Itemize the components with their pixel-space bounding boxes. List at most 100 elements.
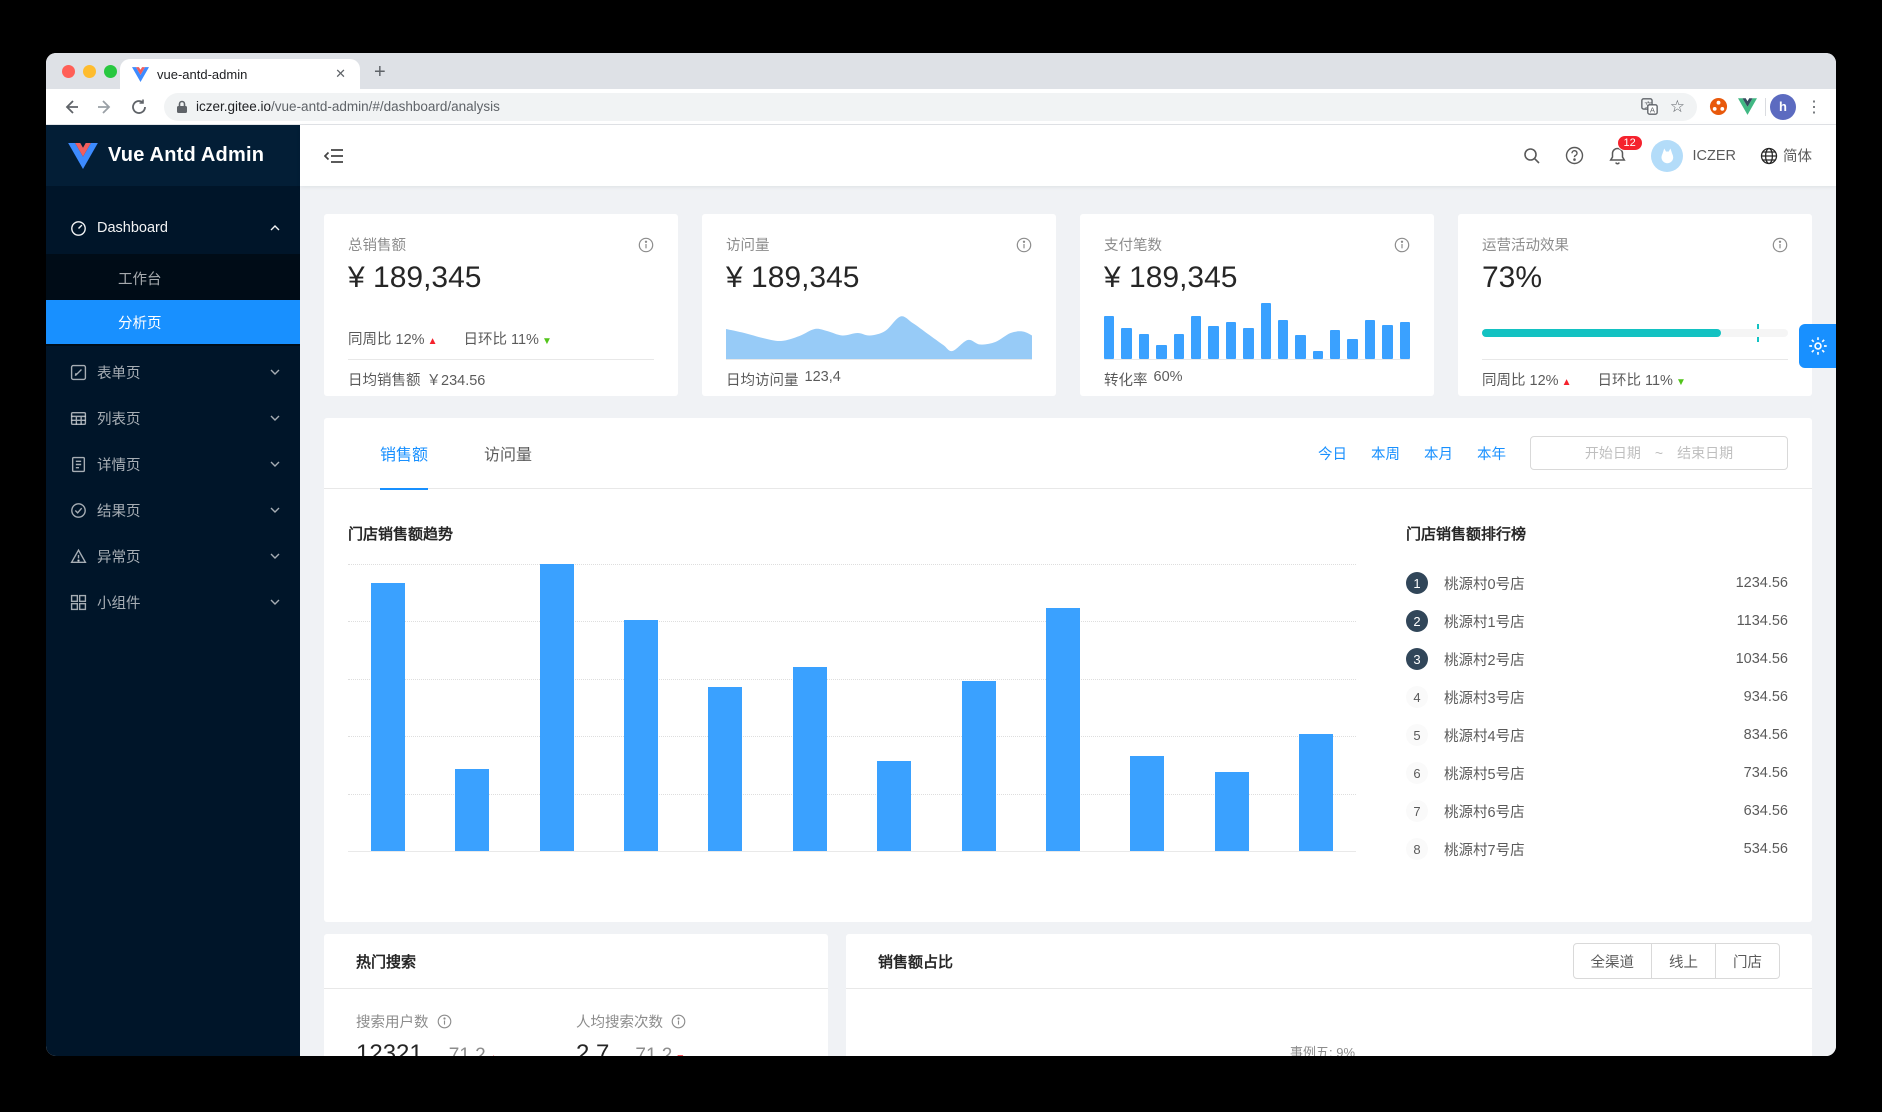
sidebar-item-widgets[interactable]: 小组件: [46, 582, 300, 622]
quick-link-week[interactable]: 本周: [1371, 446, 1400, 463]
sidebar-item-form[interactable]: 表单页: [46, 352, 300, 392]
gridline: [348, 621, 1356, 623]
channel-button-group: 全渠道 线上 门店: [1572, 943, 1780, 979]
gridline: [348, 678, 1356, 680]
sidebar-item-workbench[interactable]: 工作台: [118, 271, 162, 288]
main-bar-chart: [348, 564, 1356, 852]
zoom-window-button[interactable]: [104, 65, 117, 78]
info-icon[interactable]: [1016, 237, 1032, 253]
chevron-down-icon: [270, 415, 280, 421]
progress-fill: [1482, 329, 1721, 337]
mini-bar: [1156, 345, 1167, 359]
info-icon[interactable]: [638, 237, 654, 253]
search-icon[interactable]: [1523, 147, 1541, 165]
minimize-window-button[interactable]: [83, 65, 96, 78]
browser-menu-icon[interactable]: ⋮: [1806, 98, 1822, 116]
ranking-list: 1 桃源村0号店 1234.56 2 桃源村1号店 1134.56 3 桃源村2号店 103…: [1406, 564, 1788, 868]
channel-button-store[interactable]: 门店: [1716, 943, 1780, 979]
info-icon[interactable]: [1772, 237, 1788, 253]
mini-area-chart: [726, 316, 1032, 359]
sidebar-item-exception[interactable]: 异常页: [46, 536, 300, 576]
stat-value: ¥ 189,345: [348, 261, 482, 294]
trend-day: 日环比 11% ▼: [1597, 373, 1686, 389]
user-avatar[interactable]: [1650, 139, 1683, 172]
trend-down-icon: ▼: [1675, 377, 1686, 388]
mini-bar: [1330, 330, 1341, 359]
search-per-user-stat: 人均搜索次数 2.771.2▼: [576, 1011, 796, 1056]
browser-tab[interactable]: vue-antd-admin ✕: [120, 59, 360, 89]
vue-logo-icon: [68, 142, 98, 169]
menu-fold-icon[interactable]: [324, 147, 344, 165]
extension-icon-vue-devtools[interactable]: [1738, 98, 1757, 115]
quick-link-today[interactable]: 今日: [1318, 446, 1347, 463]
search-users-trend: 71.2▲: [449, 1045, 499, 1056]
trend-day: 日环比 11% ▼: [463, 332, 552, 348]
store-name: 桃源村7号店: [1444, 842, 1525, 859]
ranking-row: 6 桃源村5号店 734.56: [1406, 754, 1788, 792]
info-icon[interactable]: [1394, 237, 1410, 253]
reload-icon[interactable]: [128, 96, 150, 118]
form-icon: [70, 364, 87, 380]
notification-badge[interactable]: 12: [1616, 134, 1643, 151]
app-logo[interactable]: Vue Antd Admin: [46, 125, 300, 186]
date-range-picker[interactable]: 开始日期 ~ 结束日期: [1530, 436, 1788, 470]
lang-label: 简体: [1783, 149, 1812, 165]
forward-icon[interactable]: [94, 96, 116, 118]
user-name[interactable]: ICZER: [1692, 147, 1737, 164]
channel-button-all[interactable]: 全渠道: [1572, 943, 1652, 979]
chevron-down-icon: [270, 507, 280, 513]
rank-badge: 6: [1406, 762, 1428, 784]
mini-bar: [1295, 335, 1306, 359]
chevron-down-icon: [270, 461, 280, 467]
rank-badge: 8: [1406, 838, 1428, 860]
bookmark-star-icon[interactable]: ☆: [1669, 96, 1685, 116]
stat-card-total-sales: 总销售额 ¥ 189,345 同周比 12% ▲ 日环比 11% ▼ 日均销售额 ￥2…: [324, 214, 678, 396]
new-tab-button[interactable]: +: [374, 61, 386, 83]
card-divider: [726, 359, 1032, 360]
app-header: 12 ICZER 简体: [300, 125, 1836, 186]
translate-icon[interactable]: 文A: [1640, 98, 1658, 115]
trend-up-icon: ▲: [427, 336, 438, 347]
quick-link-month[interactable]: 本月: [1424, 446, 1453, 463]
mini-bar: [1225, 322, 1237, 359]
tab-close-icon[interactable]: ✕: [335, 66, 346, 81]
sidebar-item-dashboard[interactable]: Dashboard: [46, 208, 300, 248]
store-value: 834.56: [1743, 727, 1788, 743]
help-icon[interactable]: [1565, 146, 1584, 165]
channel-button-online[interactable]: 线上: [1652, 943, 1716, 979]
trend-week: 同周比 12% ▲: [348, 332, 438, 348]
sidebar-item-detail[interactable]: 详情页: [46, 444, 300, 484]
quick-link-year[interactable]: 本年: [1477, 446, 1506, 463]
rank-badge: 5: [1406, 724, 1428, 746]
tab-visits[interactable]: 访问量: [484, 447, 533, 464]
language-switcher[interactable]: 简体: [1760, 145, 1812, 166]
stat-card-payments: 支付笔数 ¥ 189,345 转化率 60%: [1080, 214, 1434, 396]
stat-footer-value: ￥234.56: [426, 373, 486, 389]
omnibox[interactable]: iczer.gitee.io/vue-antd-admin/#/dashboar…: [164, 92, 1697, 121]
progress-bar: [1482, 324, 1788, 342]
browser-profile-avatar[interactable]: h: [1770, 93, 1796, 120]
trend-up-icon: ▲: [489, 1053, 499, 1056]
trend-down-icon: ▼: [675, 1053, 685, 1056]
bar: [1298, 733, 1333, 851]
back-icon[interactable]: [60, 96, 82, 118]
trend-chart-title: 门店销售额趋势: [348, 526, 454, 543]
chevron-down-icon: [270, 553, 280, 559]
table-icon: [70, 411, 87, 425]
info-icon[interactable]: [437, 1014, 452, 1029]
sidebar-item-result[interactable]: 结果页: [46, 490, 300, 530]
settings-gear-button[interactable]: [1799, 324, 1836, 368]
stat-footer-value: 123,4: [804, 369, 841, 385]
sidebar-item-analysis[interactable]: 分析页: [46, 300, 300, 344]
tab-sales[interactable]: 销售额: [380, 418, 429, 490]
info-icon[interactable]: [671, 1014, 686, 1029]
store-value: 734.56: [1743, 765, 1788, 781]
ranking-row: 2 桃源村1号店 1134.56: [1406, 602, 1788, 640]
toolbar-divider: [1765, 97, 1766, 116]
ranking-row: 8 桃源村7号店 534.56: [1406, 830, 1788, 868]
close-window-button[interactable]: [62, 65, 75, 78]
sidebar-item-list[interactable]: 列表页: [46, 398, 300, 438]
url-text: iczer.gitee.io/vue-antd-admin/#/dashboar…: [196, 99, 500, 114]
extension-icon-orange[interactable]: [1709, 97, 1728, 116]
